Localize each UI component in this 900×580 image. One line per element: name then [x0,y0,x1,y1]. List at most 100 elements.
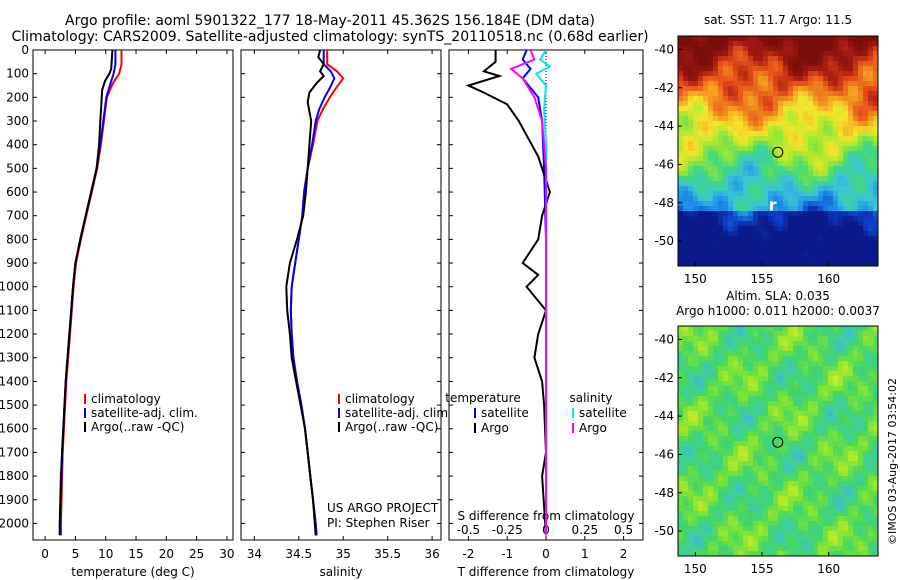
map-cell [728,116,733,121]
map-cell [738,71,743,76]
map-cell [738,131,743,136]
map-cell [683,216,688,221]
map-cell [718,481,723,486]
map-cell [798,71,803,76]
map-cell [708,496,713,501]
map-cell [733,546,738,551]
map-cell [773,166,778,171]
map-cell [703,376,708,381]
map-cell [683,391,688,396]
map-cell [708,61,713,66]
map-cell [773,381,778,386]
map-cell [808,176,813,181]
map-cell [738,251,743,256]
map-cell [868,381,873,386]
map-cell [823,536,828,541]
map-cell [818,441,823,446]
map-cell [768,486,773,491]
map-cell [738,446,743,451]
map-cell [698,391,703,396]
map-cell [823,56,828,61]
map-cell [773,181,778,186]
map-cell [683,381,688,386]
map-cell [833,61,838,66]
map-cell [858,161,863,166]
map-cell [718,176,723,181]
map-cell [698,146,703,151]
map-cell [868,71,873,76]
map-cell [773,106,778,111]
map-cell [688,91,693,96]
map-cell [728,381,733,386]
map-cell [783,441,788,446]
map-cell [718,126,723,131]
map-cell [683,431,688,436]
map-cell [758,246,763,251]
map-cell [843,201,848,206]
map-cell [693,536,698,541]
map-cell [778,451,783,456]
map-cell [803,96,808,101]
map-cell [853,401,858,406]
map-cell [818,401,823,406]
map-cell [773,101,778,106]
map-cell [848,376,853,381]
map-cell [708,506,713,511]
map-cell [723,141,728,146]
map-cell [828,171,833,176]
map-cell [688,111,693,116]
map-cell [813,231,818,236]
map-cell [833,46,838,51]
map-cell [773,366,778,371]
map-cell [798,121,803,126]
map-cell [768,121,773,126]
map-cell [823,326,828,331]
map-cell [803,551,808,556]
map-cell [828,111,833,116]
map-cell [728,146,733,151]
map-cell [683,406,688,411]
map-cell [848,76,853,81]
map-cell [798,491,803,496]
map-cell [758,371,763,376]
map-cell [798,416,803,421]
map-cell [688,56,693,61]
map-cell [718,491,723,496]
map-cell [748,191,753,196]
map-cell [828,501,833,506]
map-cell [678,191,683,196]
map-cell [858,511,863,516]
map-cell [758,41,763,46]
map-cell [733,96,738,101]
map-cell [718,356,723,361]
map-cell [873,256,878,261]
map-cell [868,376,873,381]
map-cell [843,416,848,421]
map-cell [873,381,878,386]
map-cell [833,456,838,461]
map-cell [738,56,743,61]
map-cell [818,476,823,481]
map-cell [733,326,738,331]
map-cell [843,356,848,361]
map-cell [688,466,693,471]
map-cell [713,116,718,121]
map-cell [748,71,753,76]
map-cell [678,216,683,221]
map-cell [718,486,723,491]
map-cell [823,216,828,221]
map-cell [873,496,878,501]
map-cell [848,546,853,551]
map-cell [683,506,688,511]
map-cell [853,366,858,371]
map-cell [698,356,703,361]
map-cell [853,146,858,151]
map-cell [763,141,768,146]
map-cell [783,471,788,476]
y-tick-label: 600 [6,185,29,199]
map-cell [693,71,698,76]
map-cell [678,111,683,116]
map-cell [748,481,753,486]
map-cell [843,236,848,241]
map-cell [748,346,753,351]
